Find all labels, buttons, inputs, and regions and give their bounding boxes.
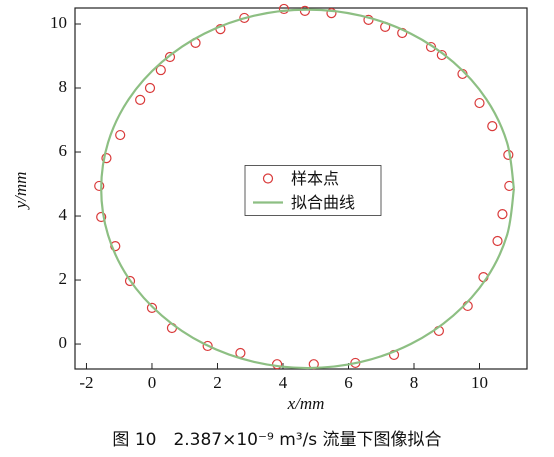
- y-tick-label: 4: [59, 205, 68, 224]
- sample-point: [326, 8, 337, 19]
- sample-point: [497, 209, 508, 220]
- legend-label: 拟合曲线: [291, 193, 355, 212]
- sample-point: [94, 180, 105, 192]
- sample-point: [146, 302, 158, 313]
- sample-point: [135, 94, 146, 105]
- sample-point: [115, 129, 126, 141]
- sample-point: [474, 97, 485, 109]
- sample-point: [492, 235, 503, 247]
- sample-point: [202, 340, 213, 352]
- x-axis-label: x/mm: [287, 394, 325, 413]
- x-tick-label: 2: [213, 373, 222, 392]
- sample-point: [164, 51, 176, 63]
- sample-point: [487, 120, 498, 132]
- legend-swatch: [262, 173, 274, 184]
- sample-point: [271, 359, 283, 370]
- y-tick-label: 8: [59, 77, 68, 96]
- y-axis-label: y/mm: [11, 172, 30, 211]
- chart-caption: 图 10 2.387×10⁻⁹ m³/s 流量下图像拟合: [112, 430, 441, 450]
- x-tick-label: -2: [79, 373, 93, 392]
- sample-point: [278, 3, 290, 15]
- y-tick-label: 2: [59, 269, 68, 288]
- x-tick-label: 4: [279, 373, 288, 392]
- sample-point: [96, 211, 107, 223]
- x-tick-label: 6: [344, 373, 353, 392]
- y-tick-label: 6: [59, 141, 68, 160]
- sample-point: [124, 275, 136, 287]
- sample-point: [299, 5, 311, 16]
- sample-point: [101, 152, 112, 164]
- sample-point: [235, 347, 246, 359]
- sample-point: [144, 82, 156, 94]
- y-tick-label: 10: [50, 13, 67, 32]
- y-tick-label: 0: [59, 333, 68, 352]
- sample-point: [155, 64, 166, 76]
- x-tick-label: 8: [410, 373, 419, 392]
- fit-curve: [100, 8, 515, 370]
- x-tick-label: 0: [148, 373, 157, 392]
- x-tick-label: 10: [471, 373, 488, 392]
- legend-label: 样本点: [291, 169, 339, 188]
